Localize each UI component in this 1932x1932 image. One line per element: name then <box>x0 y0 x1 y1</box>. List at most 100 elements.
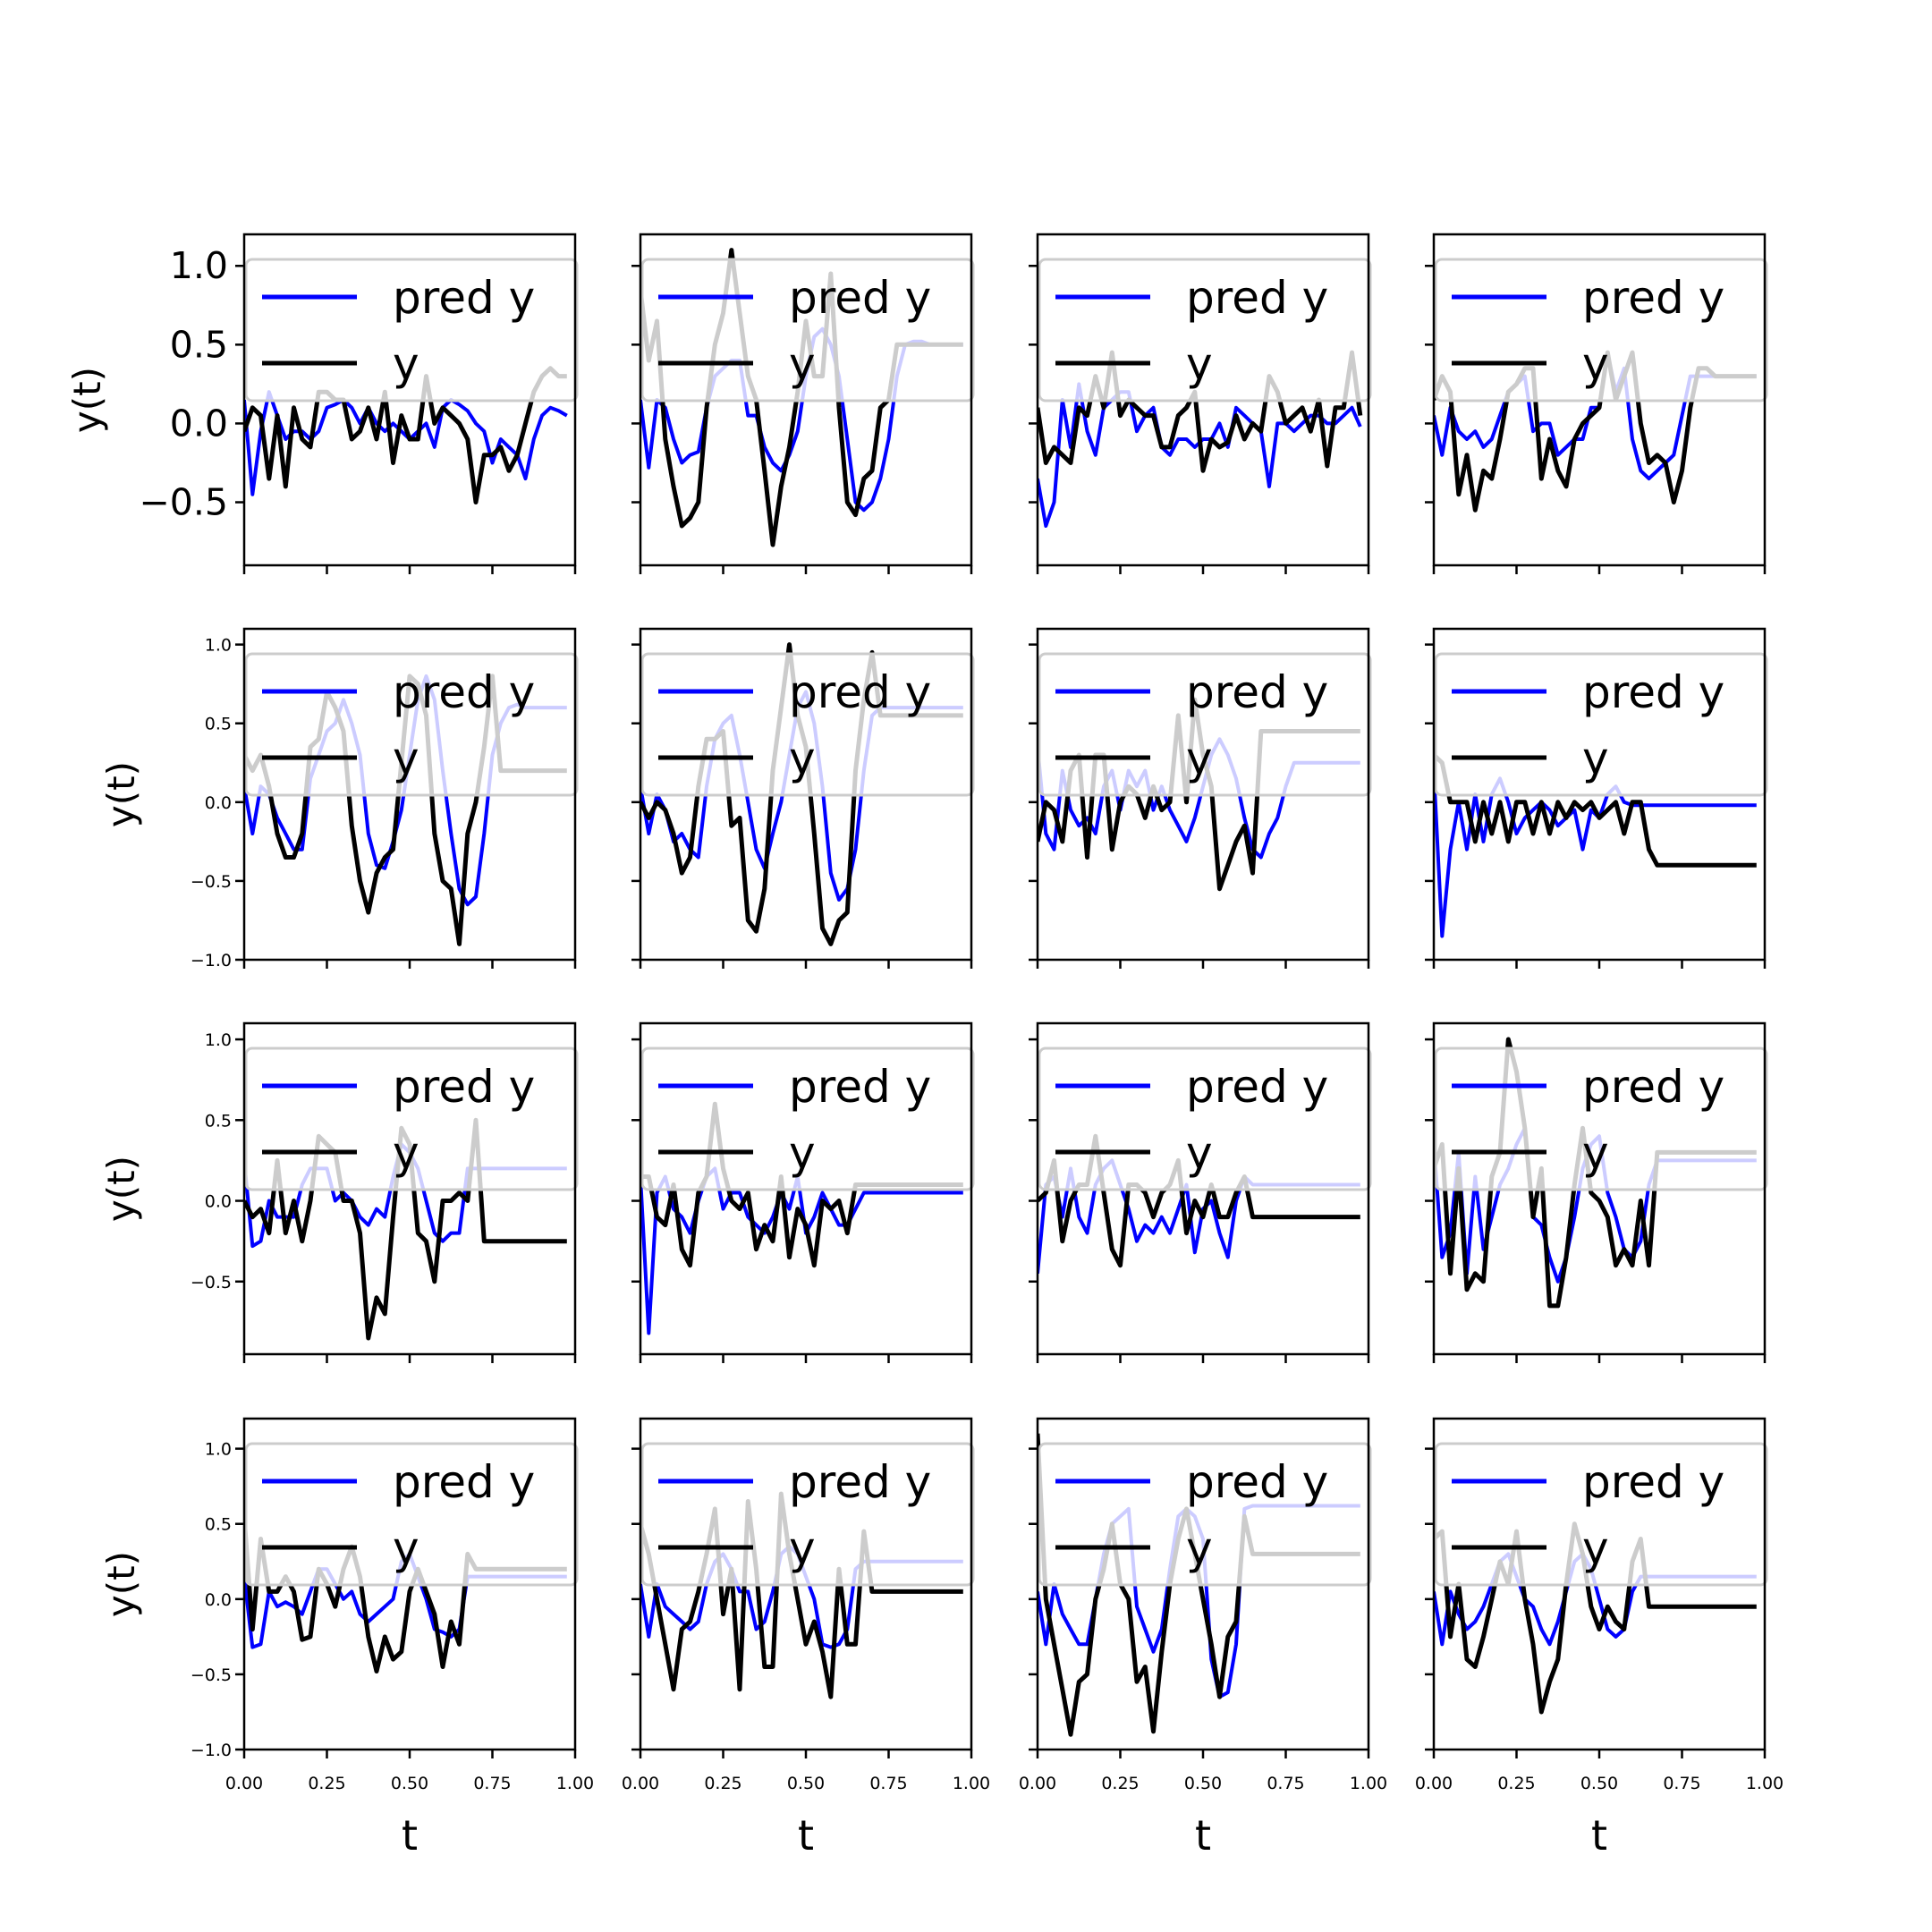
subplot-4-3: pred y y 0.00 0.25 0.50 0.75 1.00 t <box>1019 1417 1387 1860</box>
pred-y-line <box>640 1166 963 1335</box>
subplot-4-1: pred y y −1.0 −0.5 0.0 0.5 1.0 0.00 0.25 0.50 0.75… <box>99 1417 594 1860</box>
legend-label-pred: pred y <box>1186 272 1328 324</box>
y-line <box>1434 1521 1757 1715</box>
x-tick-label: 0.00 <box>225 1774 263 1793</box>
y-tick-label: 0.0 <box>205 1192 232 1212</box>
legend-label-pred: pred y <box>789 272 931 324</box>
y-tick-label: −0.5 <box>191 872 232 892</box>
legend-label-y: y <box>789 1522 816 1574</box>
subplot-2-2: pred y y <box>631 627 975 969</box>
legend: pred y y <box>1038 1442 1372 1587</box>
x-tick-label: 0.75 <box>869 1774 907 1793</box>
y-tick-label: 0.5 <box>205 715 232 734</box>
legend: pred y y <box>244 1442 579 1587</box>
legend: pred y y <box>244 652 579 797</box>
legend-label-y: y <box>1582 338 1609 390</box>
y-tick-label: 0.5 <box>170 323 228 366</box>
subplot-1-3: pred y y <box>1029 233 1372 574</box>
legend-label-pred: pred y <box>789 666 931 718</box>
legend: pred y y <box>640 652 975 797</box>
legend-label-pred: pred y <box>789 1456 931 1508</box>
legend-label-pred: pred y <box>393 1061 535 1113</box>
legend: pred y y <box>640 1046 975 1191</box>
y-tick-label: 0.0 <box>170 402 228 445</box>
x-tick-label: 0.25 <box>1497 1774 1535 1793</box>
y-line <box>244 366 567 504</box>
legend-label-y: y <box>1582 1522 1609 1574</box>
subplot-3-2: pred y y <box>631 1021 975 1363</box>
y-line <box>640 1491 963 1699</box>
x-tick-label: 0.00 <box>622 1774 659 1793</box>
legend-label-pred: pred y <box>1582 1456 1724 1508</box>
y-tick-label: −1.0 <box>191 951 232 970</box>
y-axis-label: y(t) <box>65 367 109 433</box>
legend-label-pred: pred y <box>789 1061 931 1113</box>
x-tick-label: 0.00 <box>1019 1774 1056 1793</box>
legend-label-y: y <box>393 1127 419 1179</box>
y-tick-label: 0.5 <box>205 1111 232 1131</box>
x-tick-label: 0.50 <box>1184 1774 1222 1793</box>
y-tick-label: −0.5 <box>191 1665 232 1685</box>
legend-label-y: y <box>1186 1522 1213 1574</box>
legend-label-pred: pred y <box>1186 1061 1328 1113</box>
legend-label-pred: pred y <box>1186 1456 1328 1508</box>
y-tick-label: 0.5 <box>205 1515 232 1535</box>
legend: pred y y <box>1038 652 1372 797</box>
y-tick-label: 1.0 <box>205 1440 232 1460</box>
legend: pred y y <box>1038 1046 1372 1191</box>
subplot-1-2: pred y y <box>631 233 975 574</box>
y-tick-label: 0.0 <box>205 793 232 813</box>
x-tick-label: 1.00 <box>1350 1774 1387 1793</box>
legend-label-pred: pred y <box>1582 1061 1724 1113</box>
x-tick-label: 0.50 <box>787 1774 825 1793</box>
legend-label-pred: pred y <box>1186 666 1328 718</box>
x-tick-label: 0.75 <box>1663 1774 1700 1793</box>
subplot-4-4: pred y y 0.00 0.25 0.50 0.75 1.00 t <box>1415 1417 1784 1860</box>
y-line <box>1434 753 1757 868</box>
legend: pred y y <box>640 258 975 402</box>
y-tick-label: 1.0 <box>205 1030 232 1050</box>
legend-label-y: y <box>1186 1127 1213 1179</box>
x-axis-label: t <box>402 1811 418 1860</box>
x-tick-label: 1.00 <box>556 1774 594 1793</box>
y-tick-label: −0.5 <box>139 481 228 524</box>
legend-label-y: y <box>393 1522 419 1574</box>
legend-label-y: y <box>1186 338 1213 390</box>
x-tick-label: 0.25 <box>308 1774 345 1793</box>
legend-label-y: y <box>393 733 419 784</box>
subplot-2-1: pred y y −1.0 −0.5 0.0 0.5 1.0 y(t) <box>99 627 579 970</box>
x-tick-label: 0.75 <box>1267 1774 1304 1793</box>
y-tick-label: −0.5 <box>191 1273 232 1292</box>
legend-label-y: y <box>1582 1127 1609 1179</box>
legend-label-pred: pred y <box>393 666 535 718</box>
legend: pred y y <box>1434 652 1768 797</box>
pred-y-line <box>1038 382 1362 528</box>
legend-label-y: y <box>789 1127 816 1179</box>
x-axis-label: t <box>798 1811 814 1860</box>
legend: pred y y <box>244 258 579 402</box>
legend-label-pred: pred y <box>393 1456 535 1508</box>
legend-label-pred: pred y <box>393 272 535 324</box>
legend: pred y y <box>1038 258 1372 402</box>
x-tick-label: 0.25 <box>704 1774 741 1793</box>
x-tick-label: 1.00 <box>953 1774 990 1793</box>
subplot-2-4: pred y y <box>1425 627 1768 969</box>
legend-label-y: y <box>1186 733 1213 784</box>
legend-label-pred: pred y <box>1582 666 1724 718</box>
legend-label-y: y <box>1582 733 1609 784</box>
y-axis-label: y(t) <box>99 1551 143 1617</box>
legend-label-y: y <box>789 338 816 390</box>
x-tick-label: 1.00 <box>1746 1774 1784 1793</box>
x-tick-label: 0.25 <box>1101 1774 1139 1793</box>
legend-label-y: y <box>393 338 419 390</box>
x-tick-label: 0.75 <box>473 1774 511 1793</box>
legend: pred y y <box>244 1046 579 1191</box>
x-tick-label: 0.00 <box>1415 1774 1453 1793</box>
legend: pred y y <box>1434 1442 1768 1587</box>
y-tick-label: 1.0 <box>205 636 232 656</box>
subplot-1-4: pred y y <box>1425 233 1768 574</box>
legend: pred y y <box>640 1442 975 1587</box>
legend: pred y y <box>1434 258 1768 402</box>
y-tick-label: 1.0 <box>170 244 228 287</box>
y-tick-label: 0.0 <box>205 1590 232 1610</box>
